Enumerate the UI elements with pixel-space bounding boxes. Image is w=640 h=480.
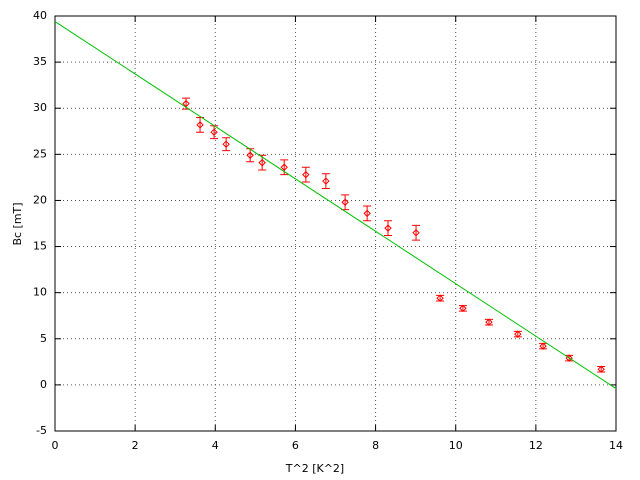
point [514,330,522,338]
point [246,151,254,159]
error-bar [196,116,205,133]
error-bar [280,159,289,176]
x-tick-label: 0 [52,439,59,452]
y-tick-label: 35 [33,55,47,68]
x-tick-label: 4 [212,439,219,452]
x-tick-label: 14 [609,439,623,452]
point [210,128,218,136]
y-tick-label: 10 [33,286,47,299]
point [363,209,371,218]
y-tick-label: 20 [33,193,47,206]
point [412,229,420,237]
point [280,163,288,171]
error-bar [321,173,330,189]
point [196,121,204,129]
x-tick-label: 6 [292,439,299,452]
y-tick-label: 0 [40,378,47,391]
point [384,224,392,232]
point [182,99,190,108]
plot-frame [54,15,617,432]
x-tick-label: 10 [449,439,463,452]
point [597,365,605,373]
error-bar [412,224,421,241]
y-tick-label: 40 [33,9,47,22]
error-bar [301,166,310,183]
point [322,177,330,185]
fit-line [54,21,617,389]
y-tick-label: 30 [33,101,47,114]
x-tick-label: 2 [132,439,139,452]
point [539,342,547,350]
error-bar [222,137,231,152]
y-tick-label: 25 [33,147,47,160]
error-bar [363,205,372,222]
y-axis-label: Bc [mT] [11,202,24,245]
x-axis-label: T^2 [K^2] [285,462,344,475]
point [459,304,467,313]
point [222,140,230,148]
y-tick-label: 15 [33,240,47,253]
y-tick-label: 5 [40,332,47,345]
point [436,294,444,302]
point [302,170,310,179]
x-tick-label: 12 [529,439,543,452]
x-tick-label: 8 [372,439,379,452]
y-tick-label: -5 [36,424,47,437]
error-bar [383,220,392,236]
point [341,198,349,206]
point [258,158,266,167]
point [485,318,493,326]
